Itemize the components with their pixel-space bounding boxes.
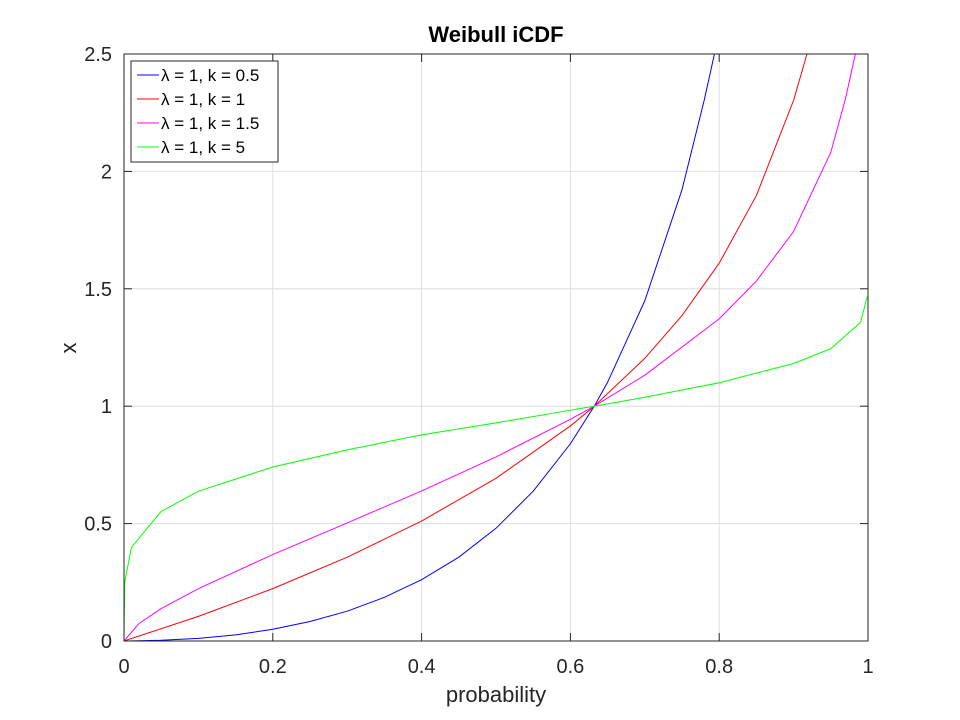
y-tick-label: 2.5 <box>84 44 112 66</box>
series-lines <box>124 54 868 641</box>
y-tick-label: 2 <box>101 161 112 183</box>
series-line-4 <box>124 296 868 641</box>
y-tick-label: 1 <box>101 396 112 418</box>
series-line-3 <box>124 54 856 641</box>
y-tick-label: 0.5 <box>84 514 112 536</box>
x-tick-label: 0.8 <box>705 656 733 678</box>
legend-entry: λ = 1, k = 5 <box>161 138 245 157</box>
x-tick-label: 0 <box>118 656 129 678</box>
legend: λ = 1, k = 0.5 λ = 1, k = 1 λ = 1, k = 1.5… <box>130 60 279 163</box>
legend-entry: λ = 1, k = 1 <box>161 90 245 109</box>
legend-entry: λ = 1, k = 1.5 <box>161 114 259 133</box>
series-line-2 <box>124 54 808 641</box>
x-tick-label: 1 <box>862 656 873 678</box>
legend-entry: λ = 1, k = 0.5 <box>161 66 259 85</box>
x-tick-label: 0.2 <box>259 656 287 678</box>
y-tick-label: 1.5 <box>84 279 112 301</box>
x-axis-label: probability <box>446 682 546 707</box>
series-line-1 <box>124 54 715 641</box>
y-tick-label: 0 <box>101 631 112 653</box>
chart-title: Weibull iCDF <box>428 22 563 47</box>
x-tick-label: 0.4 <box>408 656 436 678</box>
y-axis-label: x <box>56 343 81 354</box>
plot-frame <box>123 53 869 642</box>
axis-ticks: 0 0.2 0.4 0.6 0.8 1 0 0.5 1 1.5 2 2.5 <box>84 44 873 678</box>
legend-box <box>130 60 279 163</box>
x-tick-label: 0.6 <box>556 656 584 678</box>
